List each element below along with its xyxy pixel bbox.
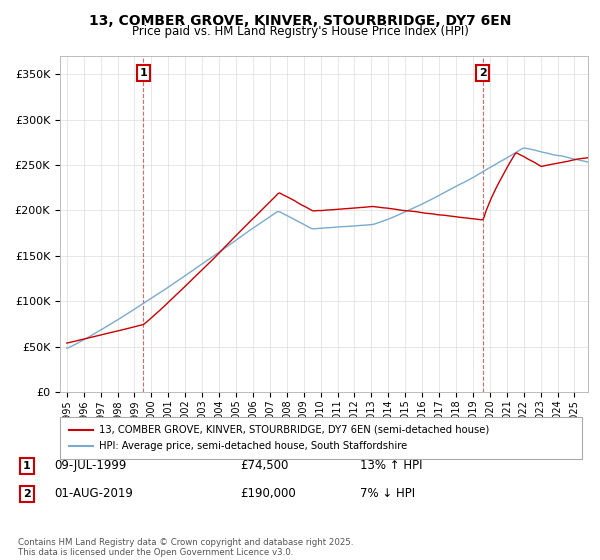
Text: £74,500: £74,500 [240,459,289,473]
Text: 13, COMBER GROVE, KINVER, STOURBRIDGE, DY7 6EN (semi-detached house): 13, COMBER GROVE, KINVER, STOURBRIDGE, D… [99,424,489,435]
Text: 09-JUL-1999: 09-JUL-1999 [54,459,127,473]
Text: 2: 2 [479,68,487,78]
Text: 1: 1 [140,68,148,78]
Text: 2: 2 [23,489,31,499]
Text: Contains HM Land Registry data © Crown copyright and database right 2025.
This d: Contains HM Land Registry data © Crown c… [18,538,353,557]
Text: 13% ↑ HPI: 13% ↑ HPI [360,459,422,473]
Text: £190,000: £190,000 [240,487,296,501]
Text: HPI: Average price, semi-detached house, South Staffordshire: HPI: Average price, semi-detached house,… [99,441,407,451]
Text: 13, COMBER GROVE, KINVER, STOURBRIDGE, DY7 6EN: 13, COMBER GROVE, KINVER, STOURBRIDGE, D… [89,14,511,28]
Text: 7% ↓ HPI: 7% ↓ HPI [360,487,415,501]
Text: 1: 1 [23,461,31,471]
Text: 01-AUG-2019: 01-AUG-2019 [54,487,133,501]
Text: Price paid vs. HM Land Registry's House Price Index (HPI): Price paid vs. HM Land Registry's House … [131,25,469,38]
